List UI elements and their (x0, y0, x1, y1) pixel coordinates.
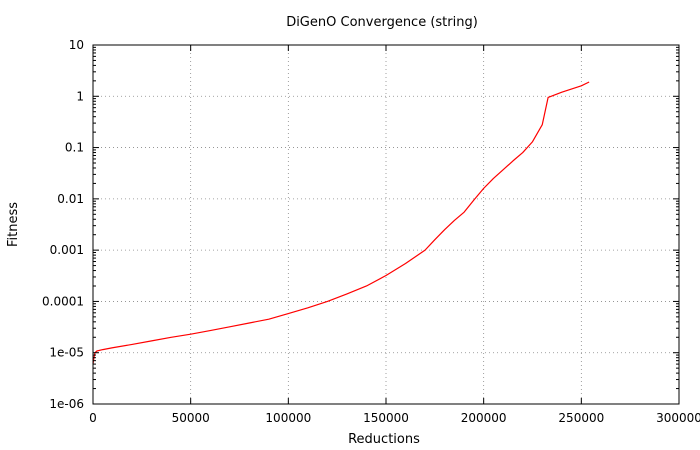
y-tick-label: 0.001 (50, 243, 84, 257)
y-tick-label: 1e-06 (49, 397, 84, 411)
plot-frame (92, 44, 680, 405)
grid (93, 45, 679, 404)
x-tick-label: 200000 (461, 411, 507, 425)
y-tick-label: 1 (76, 89, 84, 103)
y-axis-label: Fitness (6, 202, 21, 247)
y-tick-label: 0.0001 (42, 294, 84, 308)
x-tick-label: 250000 (558, 411, 604, 425)
y-tick-label: 0.01 (57, 192, 84, 206)
fitness-series-line (92, 81, 590, 365)
y-tick-label: 1e-05 (49, 346, 84, 360)
x-tick-label: 0 (89, 411, 97, 425)
ticks: 0 50000 100000 150000 200000 250000 300000 1e-0… (42, 38, 700, 425)
x-tick-label: 50000 (172, 411, 210, 425)
y-tick-label: 10 (69, 38, 84, 52)
series-layer (92, 81, 590, 365)
y-tick-label: 0.1 (65, 141, 84, 155)
x-tick-label: 300000 (656, 411, 700, 425)
x-tick-label: 100000 (265, 411, 311, 425)
chart-title: DiGenO Convergence (string) (286, 15, 478, 30)
x-tick-label: 150000 (363, 411, 409, 425)
x-axis-label: Reductions (348, 432, 420, 447)
